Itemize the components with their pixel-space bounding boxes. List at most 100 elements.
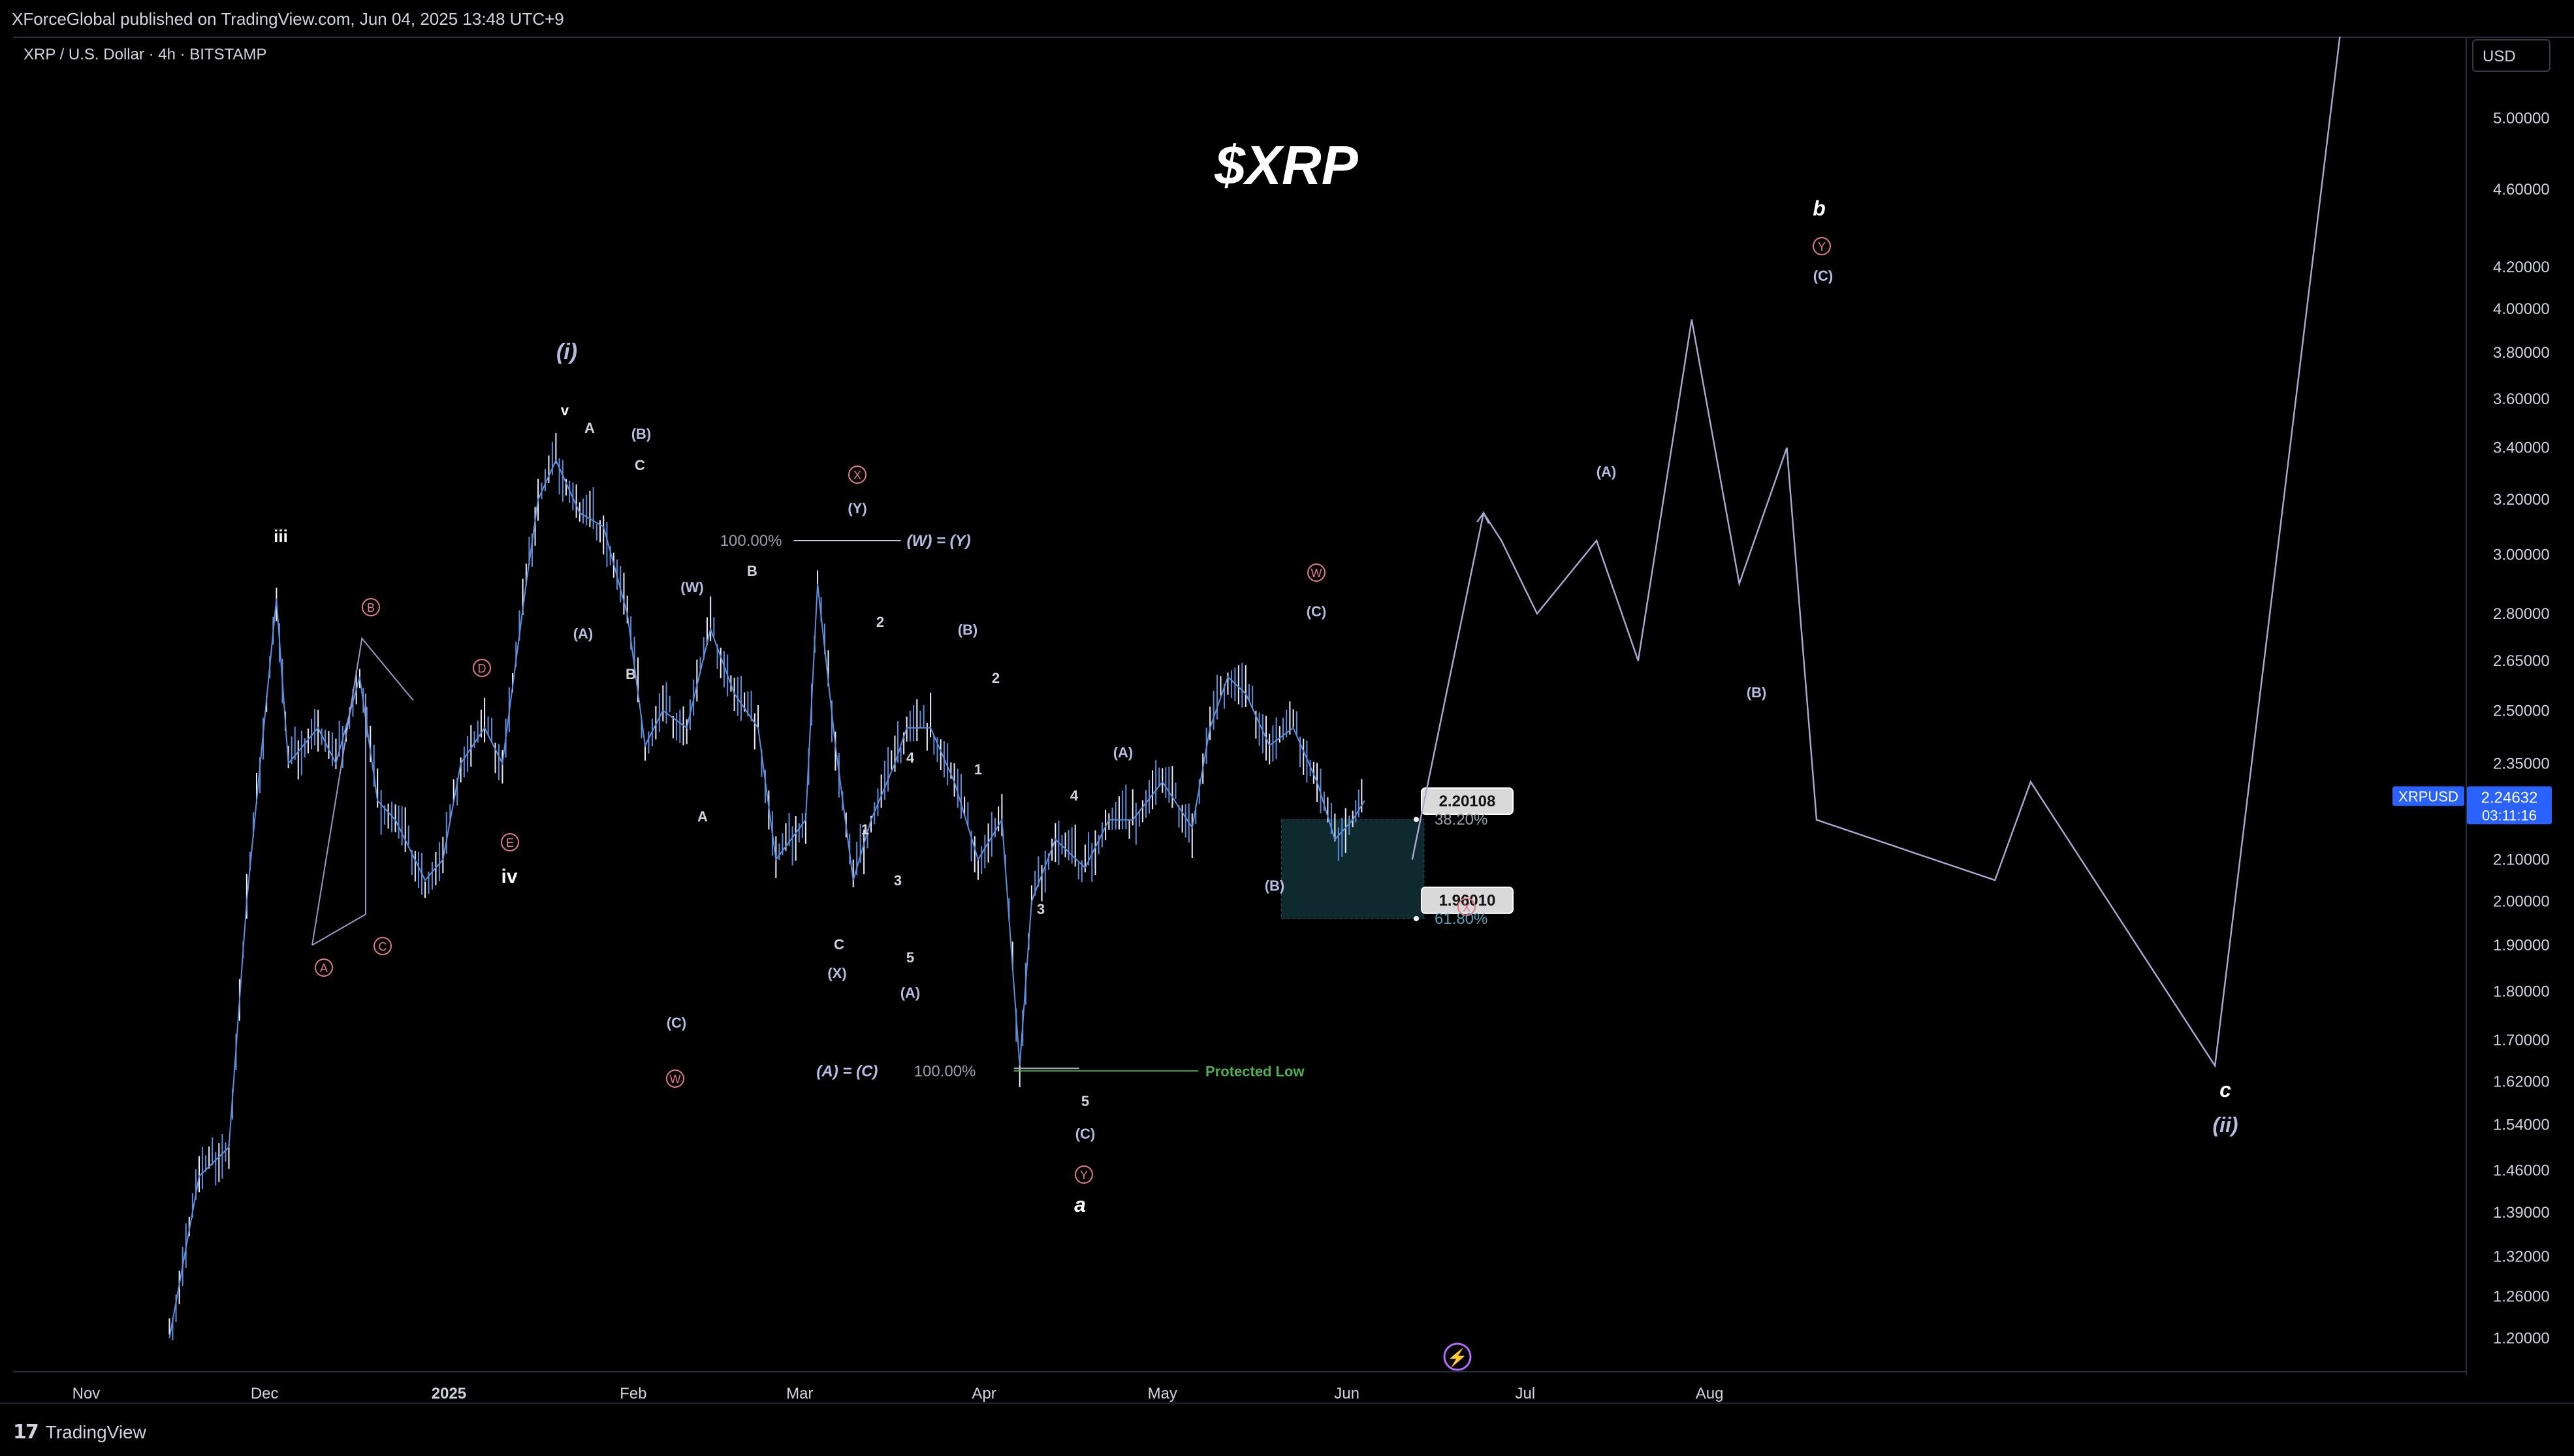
circled-wave-marker bbox=[1307, 563, 1326, 582]
wave-label: 3 bbox=[894, 872, 902, 889]
bottom-bar bbox=[0, 1402, 2574, 1456]
y-tick-label: 2.10000 bbox=[2493, 851, 2550, 869]
circled-wave-label: Y bbox=[1818, 240, 1826, 253]
y-tick-label: 2.00000 bbox=[2493, 893, 2550, 910]
y-tick-label: 5.00000 bbox=[2493, 110, 2550, 127]
x-tick-label: Jul bbox=[1515, 1385, 1535, 1402]
wave-label: (B) bbox=[631, 426, 652, 442]
wave-label: C bbox=[635, 457, 645, 473]
y-tick-label: 3.20000 bbox=[2493, 491, 2550, 509]
wave-label: (B) bbox=[1265, 878, 1285, 894]
fib-price-text: 2.20108 bbox=[1439, 793, 1496, 810]
tradingview-logo-icon: 𝟭𝟳 bbox=[13, 1421, 39, 1443]
circled-wave-marker bbox=[848, 466, 866, 484]
currency-button[interactable]: USD bbox=[2472, 39, 2550, 72]
wave-label: 3 bbox=[1037, 901, 1045, 917]
wave-label: v bbox=[561, 402, 569, 419]
wave-label: (ii) bbox=[2212, 1113, 2238, 1137]
wave-label: (C) bbox=[667, 1015, 687, 1031]
wave-label: (B) bbox=[958, 622, 978, 638]
chart-frame bbox=[13, 37, 2574, 1425]
y-tick-label: 1.26000 bbox=[2493, 1288, 2550, 1305]
price-axis-border bbox=[2466, 37, 2467, 1375]
wave-label: 5 bbox=[906, 949, 914, 966]
wave-label: B bbox=[747, 563, 757, 579]
brand[interactable]: 𝟭𝟳 TradingView bbox=[13, 1421, 146, 1444]
circled-wave-label: E bbox=[506, 836, 514, 849]
y-tick-label: 2.50000 bbox=[2493, 702, 2550, 720]
y-tick-label: 1.80000 bbox=[2493, 983, 2550, 1000]
circled-wave-marker bbox=[373, 937, 392, 955]
price-series-line bbox=[168, 458, 1365, 1338]
ratio-percent: 100.00% bbox=[720, 532, 782, 550]
wave-label: b bbox=[1813, 197, 1826, 220]
y-tick-label: 2.65000 bbox=[2493, 652, 2550, 670]
wave-label: A bbox=[697, 808, 708, 825]
circled-wave-label: W bbox=[670, 1073, 681, 1086]
wave-label: (C) bbox=[1307, 603, 1327, 620]
ratio-percent: 100.00% bbox=[914, 1062, 976, 1080]
x-tick-label: Jun bbox=[1334, 1385, 1359, 1402]
circled-wave-label: C bbox=[379, 940, 387, 953]
wave-label: (i) bbox=[556, 340, 577, 364]
circled-wave-marker bbox=[1813, 237, 1831, 255]
wave-label: (W) bbox=[680, 579, 703, 595]
fib-price-tag bbox=[1420, 787, 1514, 815]
circled-wave-label: B bbox=[367, 601, 375, 614]
wave-label: 4 bbox=[906, 750, 915, 766]
symbol-price-tag bbox=[2392, 786, 2464, 806]
candle-countdown-label: 03:11:16 bbox=[2482, 807, 2537, 823]
top-bar: XForceGlobal published on TradingView.co… bbox=[0, 0, 2574, 37]
fib-price-tag bbox=[1420, 886, 1514, 914]
fib-anchor-dot bbox=[1413, 915, 1419, 921]
fib-retracement-box bbox=[1280, 819, 1425, 919]
x-tick-label: Apr bbox=[972, 1385, 996, 1402]
wave-label: (C) bbox=[1813, 268, 1834, 284]
fib-anchor-dot bbox=[1413, 817, 1419, 823]
projection-path bbox=[1411, 36, 2341, 1068]
circled-wave-marker bbox=[501, 833, 519, 851]
y-tick-label: 2.35000 bbox=[2493, 755, 2550, 772]
symbol-tag-label: XRPUSD bbox=[2398, 788, 2458, 804]
lightning-glyph: ⚡ bbox=[1447, 1348, 1468, 1368]
wave-label: iii bbox=[274, 526, 288, 546]
y-tick-label: 3.80000 bbox=[2493, 344, 2550, 362]
circled-wave-label: Y bbox=[1080, 1169, 1088, 1182]
circled-wave-marker bbox=[315, 958, 333, 977]
symbol-title[interactable]: XRP / U.S. Dollar · 4h · BITSTAMP bbox=[24, 46, 267, 63]
wave-label: A bbox=[584, 420, 595, 436]
y-tick-label: 3.40000 bbox=[2493, 439, 2550, 457]
y-tick-label: 4.60000 bbox=[2493, 181, 2550, 198]
wave-label: a bbox=[1074, 1193, 1086, 1216]
wave-label: C bbox=[834, 936, 844, 953]
circled-wave-label: X bbox=[853, 469, 861, 482]
wave-label: 4 bbox=[1070, 787, 1079, 804]
current-price-label: 2.24632 bbox=[2481, 789, 2538, 806]
triangle-line bbox=[311, 637, 414, 945]
current-price-tag[interactable] bbox=[2467, 786, 2552, 825]
wave-label: (Y) bbox=[848, 500, 866, 516]
y-tick-label: 1.20000 bbox=[2493, 1329, 2550, 1347]
circled-wave-marker bbox=[362, 598, 380, 616]
y-tick-label: 1.90000 bbox=[2493, 937, 2550, 955]
wave-label: 1 bbox=[861, 821, 869, 838]
x-tick-label: Nov bbox=[72, 1385, 101, 1402]
y-tick-label: 3.60000 bbox=[2493, 390, 2550, 408]
ratio-label: (A) = (C) bbox=[816, 1062, 878, 1080]
wave-label: iv bbox=[501, 866, 517, 887]
protected-low-label: Protected Low bbox=[1205, 1063, 1305, 1079]
wave-label: 5 bbox=[1081, 1093, 1089, 1109]
circled-wave-label: W bbox=[1311, 567, 1322, 580]
y-tick-label: 3.00000 bbox=[2493, 546, 2550, 564]
x-tick-label: 2025 bbox=[432, 1385, 466, 1402]
circled-wave-label: D bbox=[478, 662, 486, 675]
lightning-icon[interactable] bbox=[1443, 1342, 1472, 1371]
wave-label: B bbox=[626, 666, 636, 682]
x-tick-label: Aug bbox=[1696, 1385, 1724, 1402]
wave-label: (A) bbox=[573, 625, 594, 642]
y-tick-label: 1.54000 bbox=[2493, 1116, 2550, 1134]
circled-wave-marker bbox=[473, 659, 491, 677]
circled-wave-marker bbox=[666, 1069, 684, 1088]
circled-wave-label: A bbox=[320, 962, 328, 975]
